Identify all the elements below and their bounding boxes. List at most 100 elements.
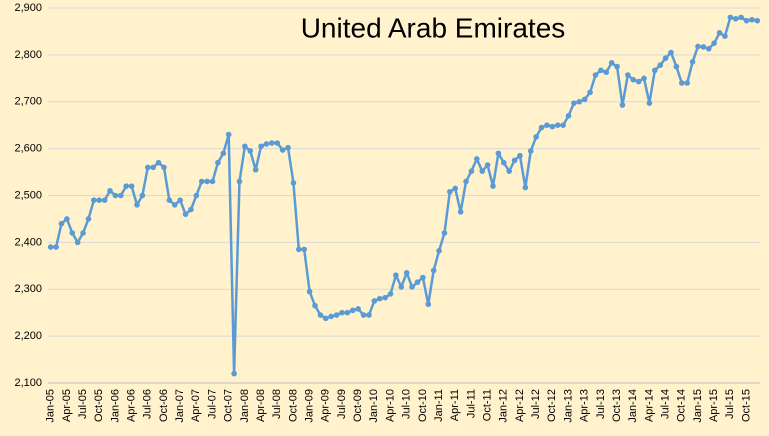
data-point <box>128 183 135 189</box>
data-point <box>96 197 103 203</box>
x-tick-label: Jan-12 <box>498 389 510 423</box>
data-point <box>69 230 76 236</box>
data-point <box>112 192 119 199</box>
y-tick-label: 2,900 <box>14 2 42 14</box>
data-point <box>85 216 92 222</box>
data-point <box>242 143 248 150</box>
y-tick-label: 2,100 <box>14 377 42 389</box>
data-point <box>64 216 70 222</box>
data-point <box>619 102 626 108</box>
x-tick-label: Jan-05 <box>45 389 57 423</box>
x-tick-label: Apr-15 <box>708 389 720 422</box>
data-point <box>144 164 151 171</box>
data-point <box>571 100 577 106</box>
data-point <box>339 309 345 316</box>
data-point <box>554 122 561 128</box>
data-point <box>161 164 167 171</box>
x-tick-label: Apr-14 <box>643 389 655 422</box>
data-point <box>139 192 146 199</box>
data-point <box>727 14 734 21</box>
x-tick-label: Apr-12 <box>514 389 526 422</box>
x-tick-label: Apr-07 <box>190 389 202 422</box>
data-point <box>296 246 302 253</box>
data-point <box>236 178 243 185</box>
data-point <box>598 67 604 74</box>
data-point <box>215 159 221 166</box>
data-point <box>101 197 108 203</box>
x-tick-label: Jan-11 <box>433 389 445 422</box>
data-point <box>420 274 426 281</box>
data-point <box>500 159 507 166</box>
x-tick-label: Apr-08 <box>255 389 267 422</box>
x-tick-label: Jul-11 <box>465 389 477 418</box>
data-point <box>344 309 351 316</box>
x-tick-label: Jan-10 <box>368 389 380 423</box>
data-point <box>603 69 610 76</box>
data-point <box>625 72 631 78</box>
data-point <box>231 370 237 377</box>
data-point <box>652 67 658 74</box>
data-point <box>193 192 200 199</box>
data-point <box>220 150 227 157</box>
data-point <box>732 15 739 22</box>
x-tick-label: Oct-13 <box>611 389 623 422</box>
data-point <box>74 239 81 246</box>
data-point <box>134 202 140 208</box>
data-point <box>91 197 97 203</box>
data-point <box>80 230 86 236</box>
x-tick-label: Jul-09 <box>336 389 348 419</box>
data-point <box>403 270 410 276</box>
x-tick-label: Jul-08 <box>271 389 283 419</box>
data-point <box>301 246 308 253</box>
data-point <box>662 55 669 61</box>
data-point <box>587 89 593 96</box>
data-point <box>247 148 254 154</box>
data-point <box>317 312 324 318</box>
data-point <box>269 140 275 146</box>
x-tick-label: Oct-14 <box>676 389 688 422</box>
y-tick-label: 2,700 <box>14 96 42 108</box>
y-tick-label: 2,800 <box>14 49 42 61</box>
x-tick-label: Jul-15 <box>724 389 736 419</box>
data-point <box>306 288 313 295</box>
data-point <box>646 100 653 106</box>
data-point <box>188 206 194 213</box>
data-point <box>414 279 421 286</box>
data-point <box>684 80 690 86</box>
data-point <box>123 183 130 189</box>
data-point <box>695 43 701 50</box>
data-point <box>225 131 232 138</box>
data-point <box>576 98 583 105</box>
data-point <box>452 185 459 192</box>
data-point <box>668 49 674 56</box>
data-point <box>463 178 469 185</box>
data-point <box>538 124 545 131</box>
x-tick-label: Jan-13 <box>562 389 574 423</box>
data-point <box>382 294 388 301</box>
data-point <box>635 78 642 85</box>
data-point <box>393 272 399 278</box>
data-point <box>608 60 615 66</box>
x-tick-label: Jul-14 <box>660 389 672 419</box>
data-point <box>678 80 685 86</box>
data-point <box>58 220 65 227</box>
data-point <box>711 40 717 46</box>
x-tick-label: Apr-13 <box>579 389 591 422</box>
data-point <box>107 188 113 194</box>
data-point <box>754 17 761 24</box>
data-point <box>484 162 491 168</box>
data-point <box>177 197 183 203</box>
data-point <box>495 150 502 157</box>
data-point <box>182 211 189 218</box>
data-point <box>506 168 512 174</box>
x-tick-label: Jul-12 <box>530 389 542 419</box>
data-point <box>171 202 178 208</box>
data-point <box>468 168 475 174</box>
data-point <box>447 188 453 195</box>
data-point <box>274 140 281 146</box>
data-point <box>716 30 723 36</box>
x-tick-label: Jan-14 <box>627 389 639 423</box>
data-point <box>47 244 54 250</box>
data-point <box>322 315 329 322</box>
